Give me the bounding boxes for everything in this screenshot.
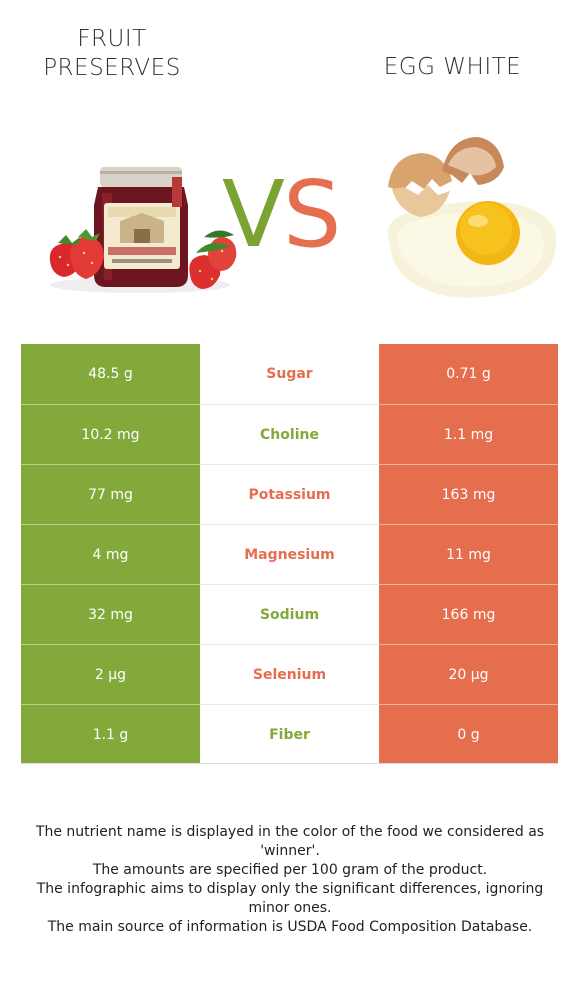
- footer-note: The infographic aims to display only the…: [36, 881, 544, 916]
- hero-images: [49, 137, 557, 298]
- left-value: 2 µg: [21, 644, 200, 704]
- table-row: 10.2 mg Choline 1.1 mg: [21, 404, 558, 464]
- right-value: 1.1 mg: [379, 404, 558, 464]
- left-food-title: FRUIT PRESERVES: [22, 25, 202, 83]
- nutrient-name: Sodium: [200, 584, 379, 644]
- table-row: 32 mg Sodium 166 mg: [21, 584, 558, 644]
- nutrient-name: Magnesium: [200, 524, 379, 584]
- left-food-title-line2: PRESERVES: [43, 55, 181, 81]
- comparison-table: 48.5 g Sugar 0.71 g 10.2 mg Choline 1.1 …: [21, 344, 558, 764]
- table-divider: [21, 763, 558, 764]
- right-value: 0 g: [379, 704, 558, 764]
- versus-label: VS: [222, 165, 341, 265]
- right-value: 0.71 g: [379, 344, 558, 404]
- right-value: 20 µg: [379, 644, 558, 704]
- left-value: 77 mg: [21, 464, 200, 524]
- footer-note: The nutrient name is displayed in the co…: [35, 824, 545, 859]
- right-value: 11 mg: [379, 524, 558, 584]
- nutrient-name: Sugar: [200, 344, 379, 404]
- left-food-title-line1: FRUIT: [77, 26, 147, 52]
- nutrient-name: Selenium: [200, 644, 379, 704]
- footer-note: The main source of information is USDA F…: [47, 919, 533, 935]
- table-row: 77 mg Potassium 163 mg: [21, 464, 558, 524]
- footer-notes: The nutrient name is displayed in the co…: [28, 823, 552, 937]
- fruit-preserves-image: [49, 167, 237, 293]
- left-value: 48.5 g: [21, 344, 200, 404]
- left-value: 4 mg: [21, 524, 200, 584]
- footer-note: The amounts are specified per 100 gram o…: [92, 862, 488, 878]
- table-row: 2 µg Selenium 20 µg: [21, 644, 558, 704]
- left-value: 10.2 mg: [21, 404, 200, 464]
- right-food-title: EGG WHITE: [383, 54, 522, 80]
- table-row: 48.5 g Sugar 0.71 g: [21, 344, 558, 404]
- versus-v: V: [222, 161, 285, 268]
- egg-white-image: [388, 137, 557, 298]
- table-row: 4 mg Magnesium 11 mg: [21, 524, 558, 584]
- left-value: 1.1 g: [21, 704, 200, 764]
- nutrient-name: Fiber: [200, 704, 379, 764]
- left-value: 32 mg: [21, 584, 200, 644]
- table-row: 1.1 g Fiber 0 g: [21, 704, 558, 764]
- nutrient-name: Choline: [200, 404, 379, 464]
- nutrient-name: Potassium: [200, 464, 379, 524]
- right-value: 166 mg: [379, 584, 558, 644]
- right-value: 163 mg: [379, 464, 558, 524]
- versus-s: S: [282, 161, 341, 268]
